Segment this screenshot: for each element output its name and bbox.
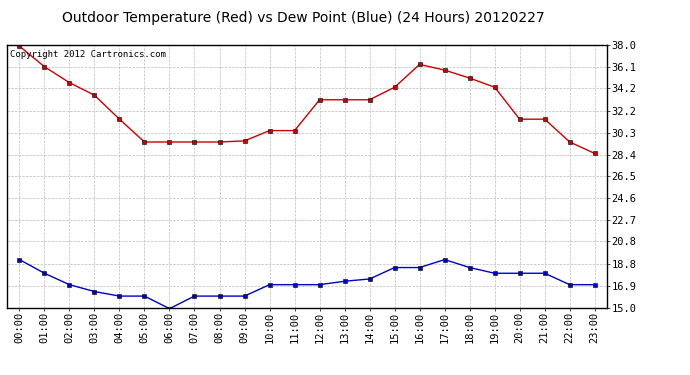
- Text: Outdoor Temperature (Red) vs Dew Point (Blue) (24 Hours) 20120227: Outdoor Temperature (Red) vs Dew Point (…: [62, 11, 545, 25]
- Text: Copyright 2012 Cartronics.com: Copyright 2012 Cartronics.com: [10, 50, 166, 59]
